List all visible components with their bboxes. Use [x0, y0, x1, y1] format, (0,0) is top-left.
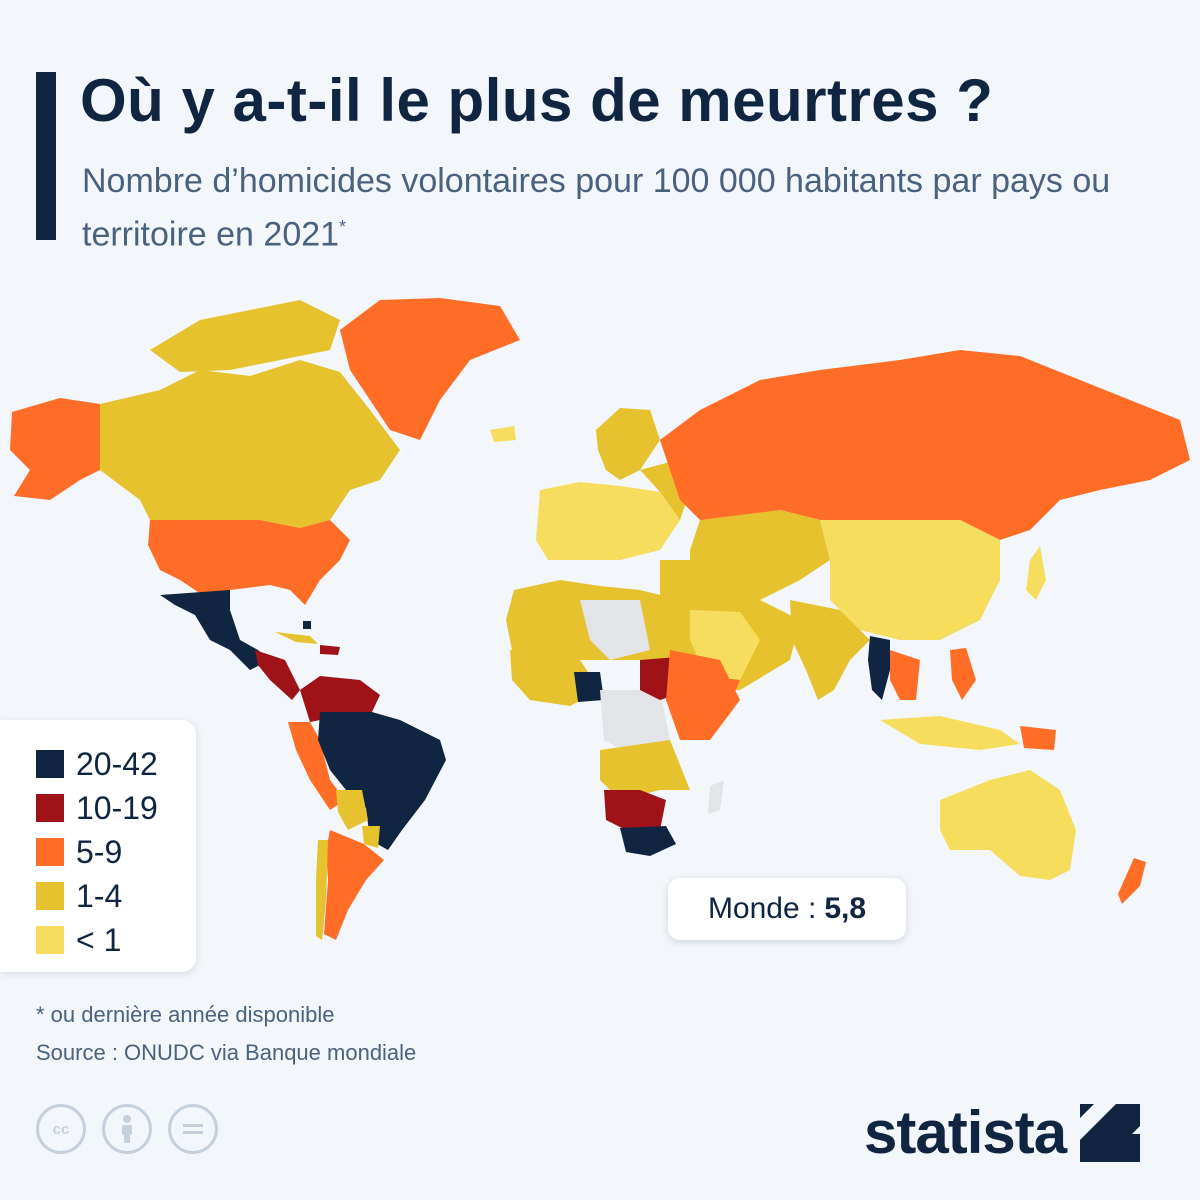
subtitle-footnote-mark: *: [339, 217, 347, 237]
region-southeast-asia: [890, 650, 920, 700]
legend-label: 1-4: [76, 877, 123, 914]
legend-item-less-than-1: < 1: [36, 922, 121, 958]
legend-label: 20-42: [76, 745, 158, 782]
legend-label: 5-9: [76, 833, 123, 870]
region-canada: [100, 360, 400, 528]
region-india: [790, 600, 870, 700]
region-usa: [148, 520, 350, 605]
legend-swatch: [36, 838, 64, 866]
region-china-mongolia: [820, 520, 1000, 640]
region-philippines: [950, 648, 976, 700]
region-japan: [1026, 546, 1046, 600]
region-cuba: [275, 632, 318, 644]
region-east-africa: [666, 650, 740, 740]
region-canada-arctic: [150, 300, 340, 372]
region-alaska: [10, 398, 100, 500]
world-average-label: Monde :: [707, 892, 817, 925]
region-paraguay: [362, 826, 380, 848]
region-australia: [940, 770, 1076, 880]
region-new-zealand: [1118, 858, 1146, 904]
legend-swatch: [36, 882, 64, 910]
region-bolivia: [336, 790, 368, 830]
region-russia: [660, 350, 1190, 540]
source-note: Source : ONUDC via Banque mondiale: [36, 1040, 417, 1065]
attribution-icon[interactable]: [102, 1104, 152, 1154]
region-scandinavia: [596, 408, 660, 480]
brand-name: statista: [864, 1099, 1067, 1166]
page-subtitle: Nombre d’homicides volontaires pour 100 …: [82, 158, 1142, 257]
region-madagascar: [708, 780, 724, 814]
legend-item-10-19: 10-19: [36, 790, 158, 826]
region-brazil: [318, 712, 446, 850]
legend-swatch: [36, 926, 64, 954]
legend: 20-42 10-19 5-9 1-4 < 1: [0, 720, 196, 972]
legend-item-1-4: 1-4: [36, 878, 122, 914]
cc-icon[interactable]: cc: [36, 1104, 86, 1154]
region-greenland: [340, 298, 520, 440]
world-map: [10, 298, 1190, 940]
world-average-badge: Monde :5,8: [668, 878, 906, 940]
region-chile: [316, 840, 328, 940]
legend-swatch: [36, 750, 64, 778]
subtitle-text: Nombre d’homicides volontaires pour 100 …: [82, 162, 1111, 254]
region-south-africa: [620, 826, 676, 856]
region-mexico: [160, 590, 270, 670]
statista-logo-icon: [1080, 1103, 1141, 1162]
region-southern-africa-mid: [600, 740, 690, 800]
region-ecuador-peru: [288, 722, 345, 810]
region-namibia-botswana: [604, 790, 666, 830]
license-icons: cc: [36, 1104, 218, 1154]
region-argentina-uruguay: [324, 830, 384, 940]
region-hispaniola: [320, 645, 340, 655]
footnote: * ou dernière année disponible: [36, 1002, 335, 1027]
svg-text:cc: cc: [53, 1121, 70, 1138]
region-bahamas: [303, 621, 311, 629]
region-iceland: [490, 426, 516, 442]
world-average-value: 5,8: [824, 892, 867, 925]
region-papua-new-guinea: [1020, 726, 1056, 750]
region-indonesia: [880, 716, 1020, 750]
legend-label: 10-19: [76, 789, 158, 826]
title-accent-bar: [36, 72, 56, 240]
region-myanmar: [868, 636, 890, 700]
region-sahara-no-data: [580, 600, 650, 660]
legend-label: < 1: [76, 921, 122, 958]
no-derivatives-icon[interactable]: [168, 1104, 218, 1154]
legend-item-20-42: 20-42: [36, 746, 158, 782]
region-western-europe: [536, 482, 680, 560]
brand: statista: [864, 1098, 1141, 1167]
region-central-america: [255, 650, 300, 700]
legend-item-5-9: 5-9: [36, 834, 122, 870]
region-venezuela-colombia: [300, 676, 380, 722]
region-nigeria: [574, 672, 604, 702]
page-title: Où y a-t-il le plus de meurtres ?: [80, 67, 994, 134]
legend-swatch: [36, 794, 64, 822]
